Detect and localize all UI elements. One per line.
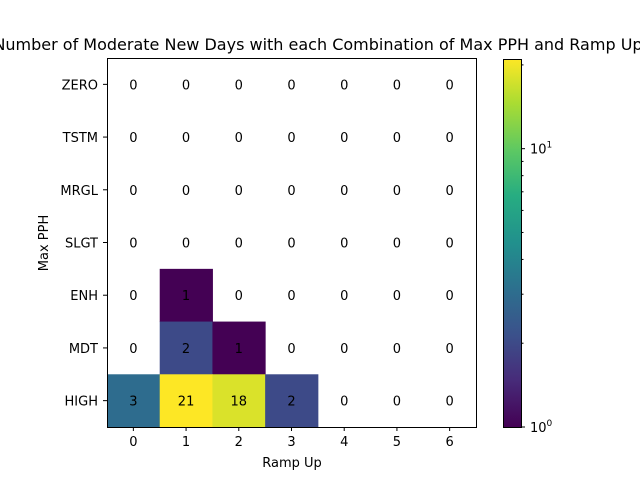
cell-value-label: 0 bbox=[287, 184, 295, 199]
y-tick-label: ZERO bbox=[62, 78, 98, 93]
cell-value-label: 0 bbox=[235, 237, 243, 252]
y-tick-label: MRGL bbox=[60, 184, 98, 199]
heatmap-cell bbox=[212, 374, 266, 428]
cell-value-label: 0 bbox=[446, 78, 454, 93]
y-tick-label: ENH bbox=[70, 289, 98, 304]
cell-value-label: 0 bbox=[129, 78, 137, 93]
colorbar-tick-label: 101 bbox=[530, 141, 552, 158]
cell-value-label: 0 bbox=[182, 184, 190, 199]
cell-value-label: 0 bbox=[446, 342, 454, 357]
colorbar-tick-label: 100 bbox=[530, 419, 553, 436]
heatmap-cell bbox=[212, 321, 266, 375]
cell-value-labels: 0 0 0 0 0 0 00 0 0 0 0 0 00 0 0 0 0 0 00 0 0 0 0 0 00 1 0 0 0 0 00 2 1 0 0… bbox=[129, 78, 454, 409]
x-tick-label: 5 bbox=[393, 435, 401, 450]
cell-value-label: 18 bbox=[231, 395, 248, 410]
cell-value-label: 21 bbox=[178, 395, 195, 410]
y-tick-label: MDT bbox=[69, 342, 98, 357]
x-tick-label: 4 bbox=[340, 435, 348, 450]
cell-value-label: 0 bbox=[340, 237, 348, 252]
y-tick-label: TSTM bbox=[62, 131, 98, 146]
x-tick-label: 6 bbox=[446, 435, 454, 450]
y-tick-label: HIGH bbox=[65, 395, 98, 410]
x-tick-label: 3 bbox=[287, 435, 295, 450]
cell-value-label: 0 bbox=[129, 289, 137, 304]
cell-value-label: 0 bbox=[393, 395, 401, 410]
cell-value-label: 0 bbox=[340, 184, 348, 199]
cell-value-label: 0 bbox=[182, 237, 190, 252]
cell-value-label: 0 bbox=[287, 78, 295, 93]
cell-value-label: 0 bbox=[129, 131, 137, 146]
heatmap-cell bbox=[159, 268, 213, 323]
cell-value-label: 0 bbox=[235, 78, 243, 93]
cell-value-label: 0 bbox=[446, 289, 454, 304]
chart-title: Number of Moderate New Days with each Co… bbox=[0, 35, 640, 54]
cell-value-label: 3 bbox=[129, 395, 137, 410]
x-tick-label: 0 bbox=[129, 435, 137, 450]
cell-value-label: 0 bbox=[446, 131, 454, 146]
cell-value-label: 0 bbox=[393, 184, 401, 199]
cell-value-label: 1 bbox=[182, 289, 190, 304]
cell-value-label: 0 bbox=[182, 131, 190, 146]
cell-value-label: 0 bbox=[340, 131, 348, 146]
cell-value-label: 0 bbox=[446, 184, 454, 199]
heatmap-cell bbox=[265, 374, 319, 428]
cell-value-label: 0 bbox=[393, 131, 401, 146]
colorbar-ticks: 100 101 bbox=[521, 64, 553, 436]
colorbar-frame bbox=[503, 59, 522, 428]
cell-value-label: 0 bbox=[340, 289, 348, 304]
y-axis-label: Max PPH bbox=[37, 215, 52, 271]
cell-value-label: 0 bbox=[287, 342, 295, 357]
x-tick-label: 1 bbox=[182, 435, 190, 450]
heatmap-cell bbox=[159, 321, 213, 375]
heatmap-cell bbox=[159, 374, 213, 428]
cell-value-label: 0 bbox=[340, 395, 348, 410]
x-axis-ticks: 0 1 2 3 4 5 6 bbox=[129, 427, 454, 450]
cell-value-label: 0 bbox=[393, 289, 401, 304]
cell-value-label: 0 bbox=[235, 131, 243, 146]
cell-value-label: 0 bbox=[446, 395, 454, 410]
cell-value-label: 0 bbox=[446, 237, 454, 252]
cell-value-label: 0 bbox=[129, 237, 137, 252]
cell-value-label: 0 bbox=[340, 78, 348, 93]
colorbar bbox=[503, 59, 521, 427]
cell-value-label: 0 bbox=[287, 237, 295, 252]
heatmap-cell bbox=[107, 374, 161, 428]
cell-value-label: 0 bbox=[129, 184, 137, 199]
cell-value-label: 0 bbox=[235, 289, 243, 304]
y-tick-label: SLGT bbox=[65, 237, 98, 252]
heatmap-cells bbox=[107, 268, 319, 428]
cell-value-label: 2 bbox=[182, 342, 190, 357]
cell-value-label: 0 bbox=[182, 78, 190, 93]
x-tick-label: 2 bbox=[235, 435, 243, 450]
x-axis-label: Ramp Up bbox=[262, 456, 322, 471]
cell-value-label: 2 bbox=[287, 395, 295, 410]
cell-value-label: 0 bbox=[287, 131, 295, 146]
cell-value-label: 0 bbox=[393, 78, 401, 93]
cell-value-label: 1 bbox=[235, 342, 243, 357]
cell-value-label: 0 bbox=[235, 184, 243, 199]
cell-value-label: 0 bbox=[393, 342, 401, 357]
y-axis-ticks: ZERO TSTM MRGL SLGT ENH MDT HIGH bbox=[60, 78, 107, 410]
cell-value-label: 0 bbox=[393, 237, 401, 252]
cell-value-label: 0 bbox=[340, 342, 348, 357]
cell-value-label: 0 bbox=[287, 289, 295, 304]
cell-value-label: 0 bbox=[129, 342, 137, 357]
